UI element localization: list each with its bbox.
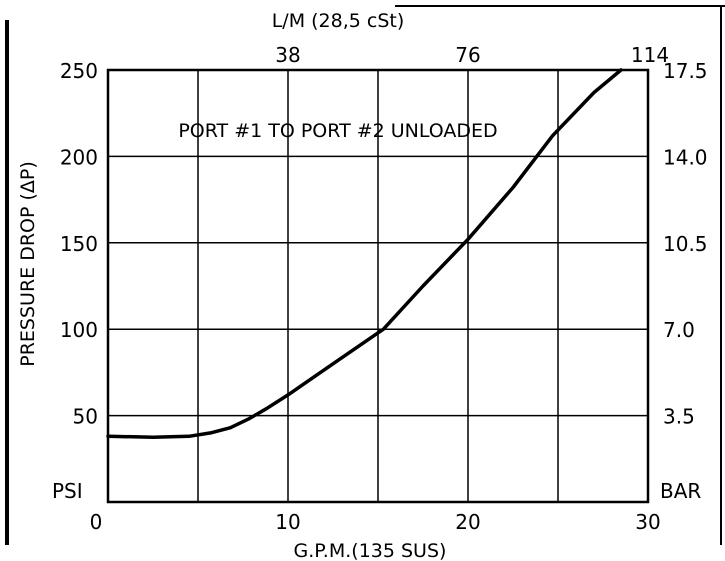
right-tick-label: 3.5 <box>663 405 695 429</box>
left-unit-label: PSI <box>52 479 83 503</box>
right-tick-label: 10.5 <box>663 232 708 256</box>
x-tick-label: 0 <box>90 510 103 534</box>
y-tick-label: 150 <box>60 232 98 256</box>
y-axis-label: PRESSURE DROP (ΔP) <box>17 161 39 367</box>
x-tick-label: 20 <box>455 510 480 534</box>
tick-labels: 0 10 20 30 50 100 150 200 250 38 76 114 3.5 7.0 10.5 14… <box>60 43 708 534</box>
x-axis-label: G.P.M.(135 SUS) <box>294 540 447 561</box>
right-unit-label: BAR <box>660 479 701 503</box>
top-axis-label: L/M (28,5 cSt) <box>272 10 405 32</box>
y-tick-label: 50 <box>73 405 98 429</box>
x-tick-label: 10 <box>275 510 300 534</box>
series-line <box>106 68 623 439</box>
y-tick-label: 100 <box>60 318 98 342</box>
top-tick-label: 114 <box>631 43 669 67</box>
chart-annotation: PORT #1 TO PORT #2 UNLOADED <box>178 120 497 142</box>
top-tick-label: 38 <box>275 43 300 67</box>
top-tick-label: 76 <box>455 43 480 67</box>
y-tick-label: 250 <box>60 59 98 83</box>
x-tick-label: 30 <box>635 510 660 534</box>
right-tick-label: 17.5 <box>663 59 708 83</box>
right-tick-label: 7.0 <box>663 318 695 342</box>
grid <box>108 70 648 502</box>
right-tick-label: 14.0 <box>663 145 708 169</box>
y-tick-label: 200 <box>60 145 98 169</box>
plot-frame <box>106 68 650 504</box>
